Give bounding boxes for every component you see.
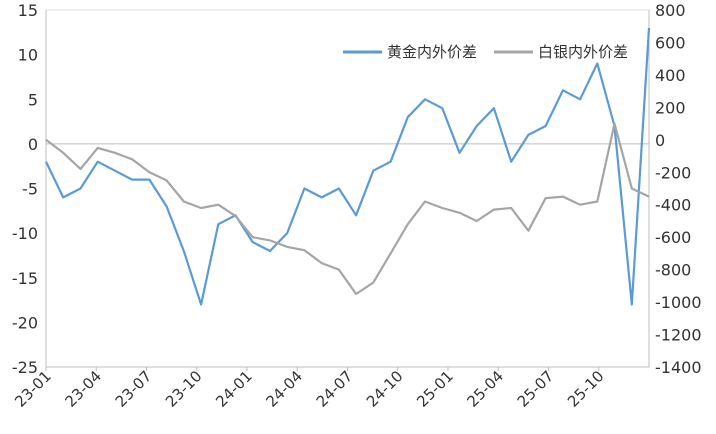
left-tick-label: 15 [18, 1, 38, 20]
x-tick-label: 25-04 [464, 367, 508, 411]
axes: -25 -20 -15 -10 -5 0 5 10 15 -1400 -1200 -1000 -800 -… [11, 1, 701, 411]
x-tick-label: 25-07 [514, 367, 558, 411]
x-tick-label: 25-01 [413, 367, 457, 411]
right-tick-label: 800 [655, 1, 686, 20]
x-tick-label: 23-04 [62, 367, 106, 411]
x-tick-label: 23-10 [162, 367, 206, 411]
right-tick-label: 600 [655, 33, 686, 52]
x-tick-label: 24-07 [313, 367, 357, 411]
series-layer [45, 27, 651, 306]
left-tick-label: -15 [12, 269, 38, 288]
right-tick-label: 0 [655, 131, 665, 150]
plot-frame [45, 9, 650, 368]
left-tick-label: -25 [12, 358, 38, 377]
right-tick-label: -600 [655, 228, 691, 247]
legend-label-silver: 白银内外价差 [538, 43, 628, 61]
x-tick-label: 25-10 [564, 367, 608, 411]
left-tick-label: -20 [12, 313, 38, 332]
right-tick-label: 200 [655, 98, 686, 117]
right-tick-label: -1200 [655, 326, 702, 345]
legend: 黄金内外价差 白银内外价差 [343, 43, 628, 61]
right-tick-label: 400 [655, 66, 686, 85]
legend-label-gold: 黄金内外价差 [387, 43, 477, 61]
left-tick-label: -5 [22, 180, 38, 199]
right-tick-label: -1400 [655, 358, 702, 377]
left-tick-label: 0 [28, 135, 38, 154]
right-tick-label: -400 [655, 196, 691, 215]
x-tick-label: 23-07 [112, 367, 156, 411]
x-tick-label: 24-10 [363, 367, 407, 411]
x-tick-label: 24-01 [212, 367, 256, 411]
right-tick-label: -1000 [655, 293, 702, 312]
left-tick-label: -10 [12, 224, 38, 243]
right-tick-label: -800 [655, 261, 691, 280]
series-line-gold [45, 27, 651, 306]
left-tick-label: 5 [28, 90, 38, 109]
right-tick-label: -200 [655, 163, 691, 182]
x-tick-label: 24-04 [263, 367, 307, 411]
left-tick-label: 10 [18, 46, 38, 65]
series-line-silver [45, 122, 650, 296]
